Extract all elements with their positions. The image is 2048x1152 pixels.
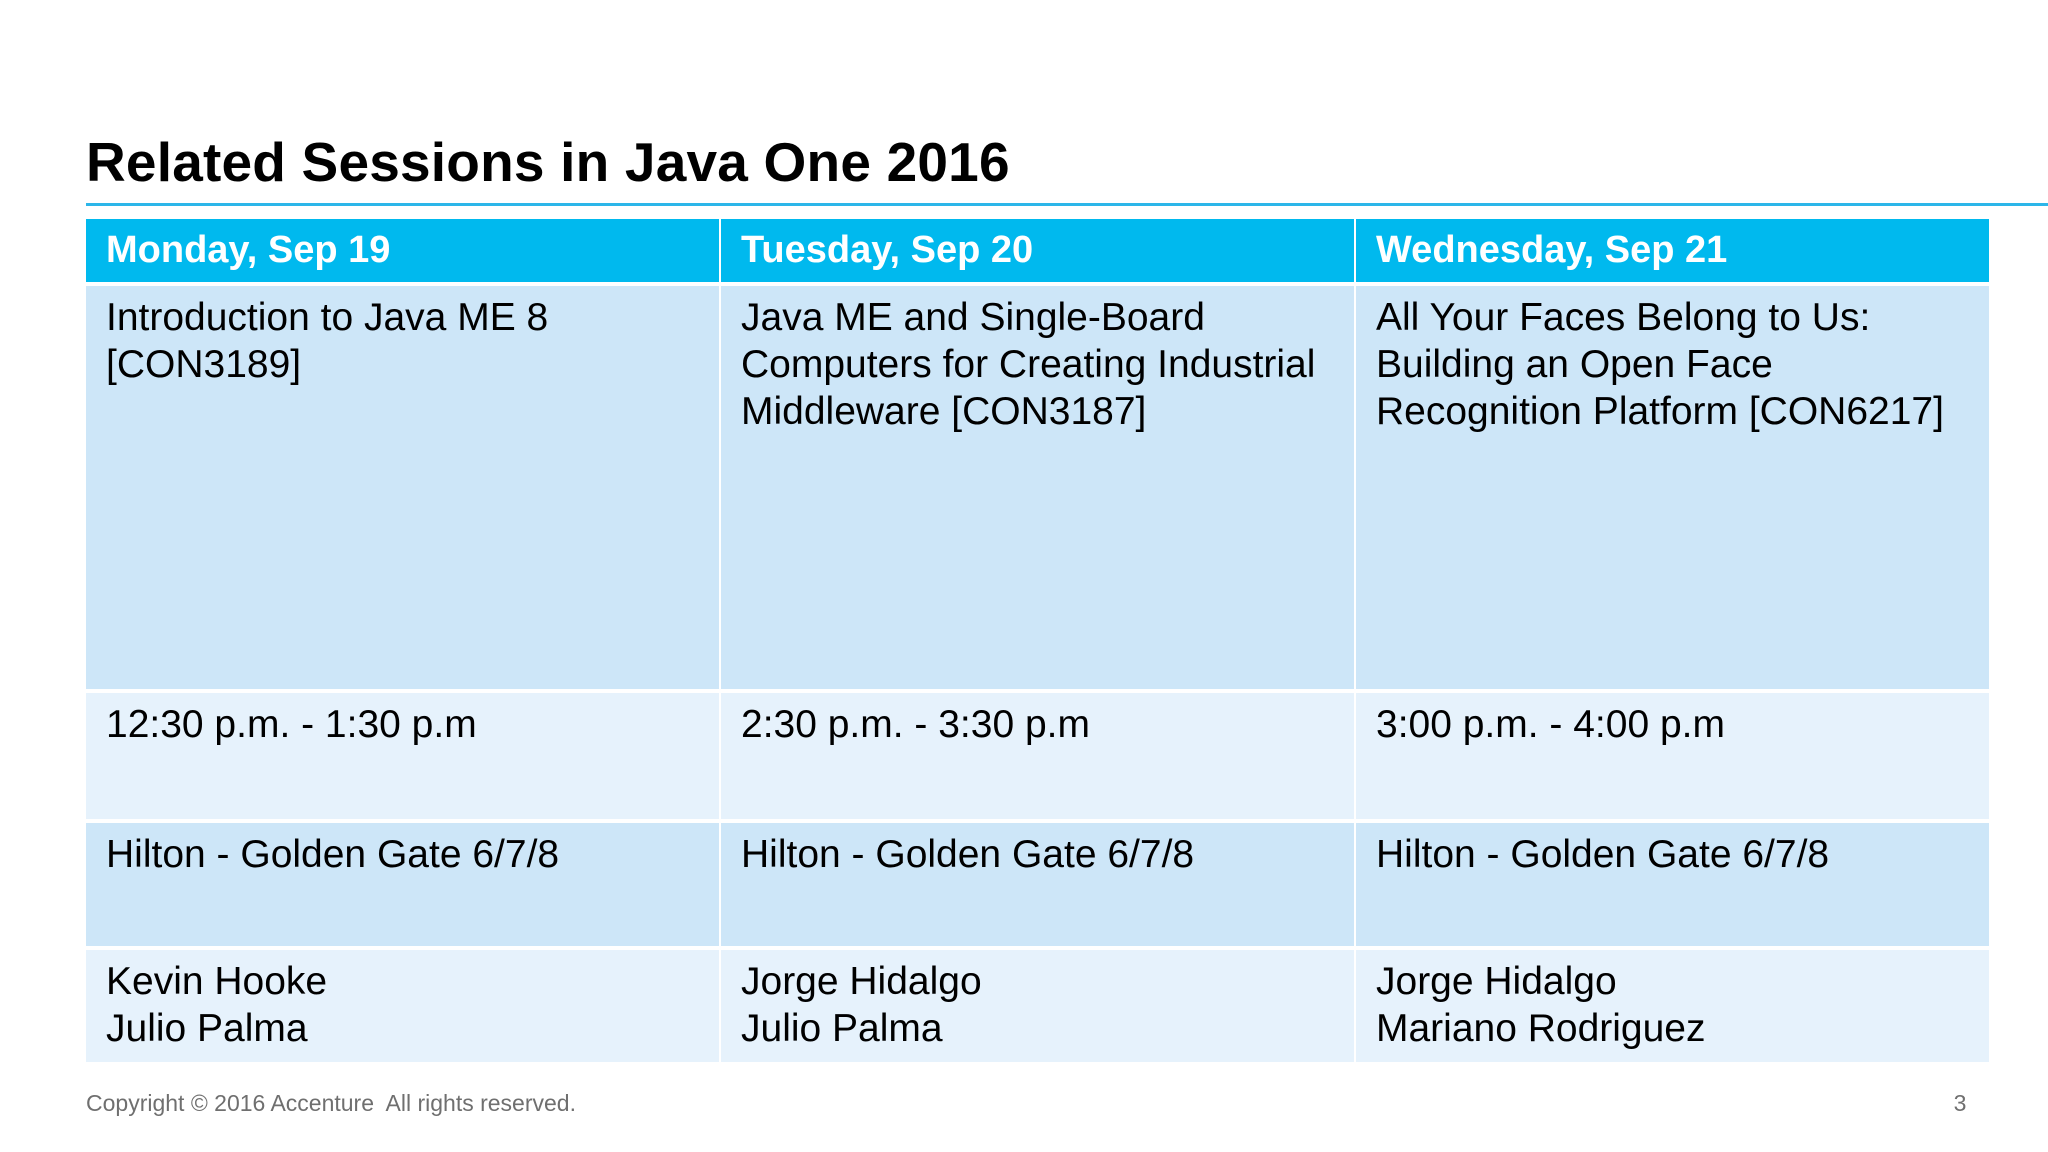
footer-copyright: Copyright © 2016 Accenture All rights re…: [86, 1090, 576, 1116]
session-location-cell: Hilton - Golden Gate 6/7/8: [86, 823, 719, 946]
session-speakers-cell: Jorge Hidalgo Julio Palma: [721, 950, 1354, 1062]
title-divider: [86, 203, 2048, 206]
session-time-cell: 3:00 p.m. - 4:00 p.m: [1356, 693, 1989, 819]
session-time-cell: 2:30 p.m. - 3:30 p.m: [721, 693, 1354, 819]
session-title-cell: All Your Faces Belong to Us: Building an…: [1356, 286, 1989, 689]
session-title-cell: Introduction to Java ME 8 [CON3189]: [86, 286, 719, 689]
session-location-cell: Hilton - Golden Gate 6/7/8: [721, 823, 1354, 946]
session-location-cell: Hilton - Golden Gate 6/7/8: [1356, 823, 1989, 946]
slide-title: Related Sessions in Java One 2016: [86, 131, 1010, 193]
column-header-wednesday: Wednesday, Sep 21: [1356, 219, 1989, 282]
column-header-tuesday: Tuesday, Sep 20: [721, 219, 1354, 282]
session-speakers-cell: Kevin Hooke Julio Palma: [86, 950, 719, 1062]
sessions-table: Monday, Sep 19 Tuesday, Sep 20 Wednesday…: [86, 219, 1989, 1062]
page-number: 3: [1953, 1090, 1967, 1116]
session-title-cell: Java ME and Single-Board Computers for C…: [721, 286, 1354, 689]
session-speakers-cell: Jorge Hidalgo Mariano Rodriguez: [1356, 950, 1989, 1062]
session-time-cell: 12:30 p.m. - 1:30 p.m: [86, 693, 719, 819]
column-header-monday: Monday, Sep 19: [86, 219, 719, 282]
